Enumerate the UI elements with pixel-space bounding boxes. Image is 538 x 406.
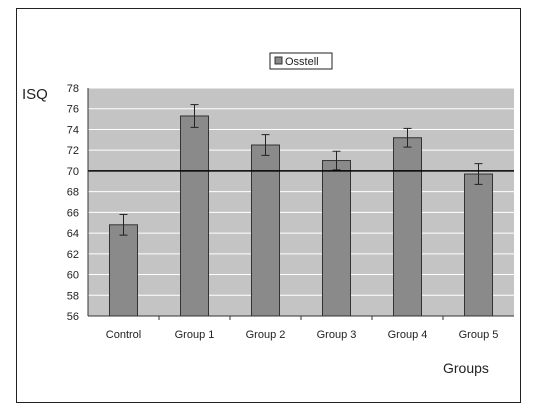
x-tick-label: Group 3 bbox=[317, 329, 357, 341]
y-tick-label: 60 bbox=[67, 270, 79, 282]
y-tick-label: 70 bbox=[67, 166, 79, 178]
chart-frame bbox=[16, 8, 521, 403]
legend-label: Osstell bbox=[285, 56, 319, 68]
x-tick-label: Group 5 bbox=[459, 329, 499, 341]
y-tick-label: 58 bbox=[67, 290, 79, 302]
y-tick-label: 76 bbox=[67, 104, 79, 116]
x-tick-labels: Control Group 1 Group 2 Group 3 Group 4 Group… bbox=[106, 316, 499, 341]
y-axis-label: ISQ bbox=[22, 86, 48, 103]
y-tick-label: 56 bbox=[67, 311, 79, 323]
x-tick-label: Group 2 bbox=[246, 329, 286, 341]
legend-swatch bbox=[274, 56, 283, 65]
bar bbox=[464, 173, 493, 317]
y-tick-label: 66 bbox=[67, 207, 79, 219]
gridlines bbox=[88, 87, 514, 296]
y-tick-labels: 56 58 60 62 64 66 68 70 72 74 76 78 bbox=[67, 83, 79, 323]
bar bbox=[109, 224, 138, 317]
y-tick-label: 78 bbox=[67, 83, 79, 95]
y-tick-label: 64 bbox=[67, 228, 79, 240]
plot-area bbox=[88, 88, 514, 316]
x-axis-label: Groups bbox=[443, 360, 489, 376]
legend-box bbox=[269, 52, 333, 70]
y-tick-label: 62 bbox=[67, 249, 79, 261]
bar bbox=[322, 160, 351, 317]
bars bbox=[109, 115, 493, 317]
y-tick-label: 72 bbox=[67, 145, 79, 157]
error-bars bbox=[119, 104, 483, 236]
x-tick-label: Group 4 bbox=[388, 329, 428, 341]
y-tick-label: 74 bbox=[67, 124, 79, 136]
x-tick-label: Group 1 bbox=[175, 329, 215, 341]
bar bbox=[180, 115, 209, 317]
x-tick-label: Control bbox=[106, 329, 141, 341]
legend: Osstell bbox=[269, 52, 333, 70]
bar bbox=[393, 137, 422, 317]
y-tick-label: 68 bbox=[67, 187, 79, 199]
